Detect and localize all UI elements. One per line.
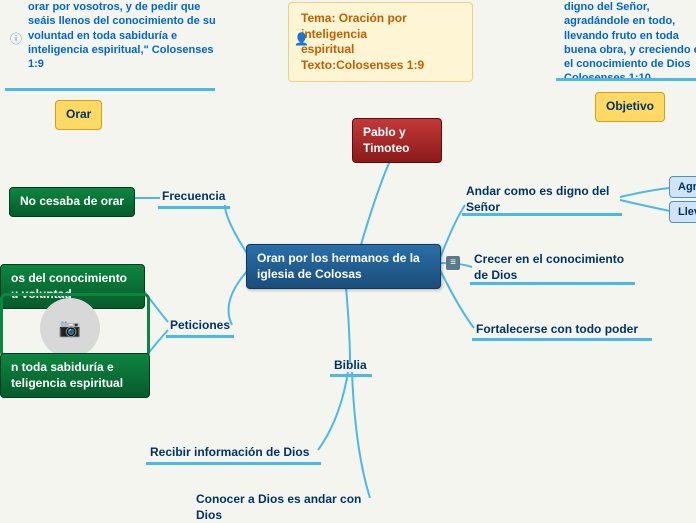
node-no-cesaba[interactable]: No cesaba de orar — [9, 187, 135, 217]
node-frecuencia[interactable]: Frecuencia — [162, 189, 225, 205]
node-conocer[interactable]: Conocer a Dios es andar con Dios — [196, 492, 371, 523]
node-pablo[interactable]: Pablo y Timoteo — [352, 118, 442, 163]
image-frame — [0, 293, 150, 358]
node-fortalecerse[interactable]: Fortalecerse con todo poder — [476, 322, 638, 338]
underline-biblia — [330, 374, 372, 377]
node-crecer[interactable]: Crecer en el conocimiento de Dios — [474, 252, 634, 283]
underline-andar — [462, 213, 622, 216]
underline-peticiones — [166, 335, 234, 338]
theme-box[interactable]: Tema: Oración por inteligencia espiritua… — [288, 2, 473, 82]
node-objetivo[interactable]: Objetivo — [595, 92, 665, 122]
underline-frecuencia — [158, 206, 230, 209]
node-peticiones[interactable]: Peticiones — [170, 318, 230, 334]
node-biblia[interactable]: Biblia — [334, 358, 367, 374]
underline-objetivo — [556, 78, 696, 81]
scripture-right: digno del Señor, agradándole en todo, ll… — [564, 0, 696, 86]
node-recibir[interactable]: Recibir información de Dios — [150, 445, 309, 461]
underline-recibir — [146, 462, 321, 465]
info-icon: ⓘ — [10, 30, 24, 44]
underline-orar — [5, 88, 215, 91]
node-central[interactable]: Oran por los hermanos de la iglesia de C… — [246, 244, 441, 289]
person-icon: 👤 — [294, 32, 308, 46]
note-icon[interactable]: ≡ — [446, 256, 460, 270]
scripture-left: orar por vosotros, y de pedir que seáis … — [28, 0, 223, 71]
underline-crecer — [470, 282, 635, 285]
underline-fortalecerse — [472, 338, 652, 341]
node-orar[interactable]: Orar — [55, 100, 102, 130]
pill-llev[interactable]: Llev — [669, 201, 696, 223]
node-andar[interactable]: Andar como es digno del Señor — [466, 184, 621, 215]
node-sabiduria[interactable]: n toda sabiduría e teligencia espiritual — [0, 353, 150, 398]
pill-agra[interactable]: Agra — [669, 176, 696, 198]
